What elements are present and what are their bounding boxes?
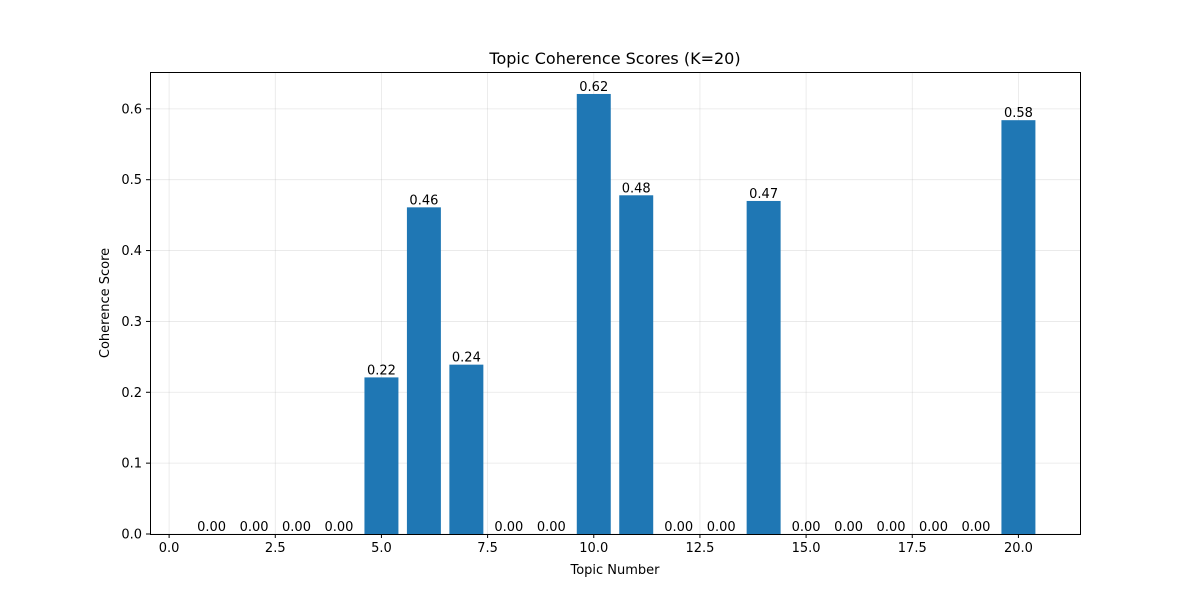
bar-value-labels: 0.00 0.00 0.00 0.00 0.22 0.46 0.24 0.00 0.00 0.62…: [197, 80, 1033, 535]
bar-value-label: 0.00: [537, 520, 566, 535]
y-tick-label: 0.0: [121, 528, 142, 543]
bar-value-label: 0.00: [919, 520, 948, 535]
bar: [746, 200, 781, 534]
bar: [406, 207, 441, 534]
x-tick-label: 7.5: [477, 541, 498, 556]
y-tick-label: 0.1: [121, 457, 142, 472]
x-tick-label: 17.5: [898, 541, 927, 556]
x-tick-label: 20.0: [1004, 541, 1033, 556]
bar: [449, 364, 484, 534]
bar: [576, 93, 611, 535]
bar-value-label: 0.00: [877, 520, 906, 535]
bar-value-label: 0.22: [367, 363, 396, 378]
y-tick-label: 0.6: [121, 102, 142, 117]
bar-value-label: 0.46: [409, 193, 438, 208]
y-tick-label: 0.4: [121, 244, 142, 259]
bar-value-label: 0.00: [197, 520, 226, 535]
bar-value-label: 0.00: [834, 520, 863, 535]
x-tick-label: 2.5: [265, 541, 286, 556]
bar-value-label: 0.62: [579, 80, 608, 95]
x-tick-label: 0.0: [159, 541, 180, 556]
bar-value-label: 0.58: [1004, 106, 1033, 121]
bar-value-label: 0.47: [749, 187, 778, 202]
x-axis-label: Topic Number: [569, 563, 660, 578]
bar-value-label: 0.00: [792, 520, 821, 535]
bar-value-label: 0.00: [961, 520, 990, 535]
bar: [364, 377, 399, 534]
y-axis-label: Coherence Score: [98, 248, 113, 358]
bar-value-label: 0.00: [664, 520, 693, 535]
bar: [619, 195, 654, 534]
y-tick-label: 0.2: [121, 386, 142, 401]
x-tick-label: 10.0: [579, 541, 608, 556]
chart-title: Topic Coherence Scores (K=20): [488, 49, 740, 68]
bar-value-label: 0.24: [452, 351, 481, 366]
bar-value-label: 0.00: [282, 520, 311, 535]
bar: [1001, 120, 1036, 534]
x-tick-label: 5.0: [371, 541, 392, 556]
bar-value-label: 0.00: [240, 520, 269, 535]
y-axis-ticks: 0.0 0.1 0.2 0.3 0.4 0.5 0.6: [121, 102, 150, 543]
x-axis-ticks: 0.0 2.5 5.0 7.5 10.0 12.5 15.0 17.5 20.0: [159, 534, 1033, 556]
bar-value-label: 0.00: [707, 520, 736, 535]
y-tick-label: 0.5: [121, 173, 142, 188]
plot-frame: [150, 72, 1081, 535]
bar-value-label: 0.48: [622, 181, 651, 196]
grid-lines: [150, 72, 1080, 535]
x-tick-label: 15.0: [792, 541, 821, 556]
y-tick-label: 0.3: [121, 315, 142, 330]
bars: [364, 93, 1036, 535]
bar-value-label: 0.00: [494, 520, 523, 535]
x-tick-label: 12.5: [685, 541, 714, 556]
bar-value-label: 0.00: [324, 520, 353, 535]
